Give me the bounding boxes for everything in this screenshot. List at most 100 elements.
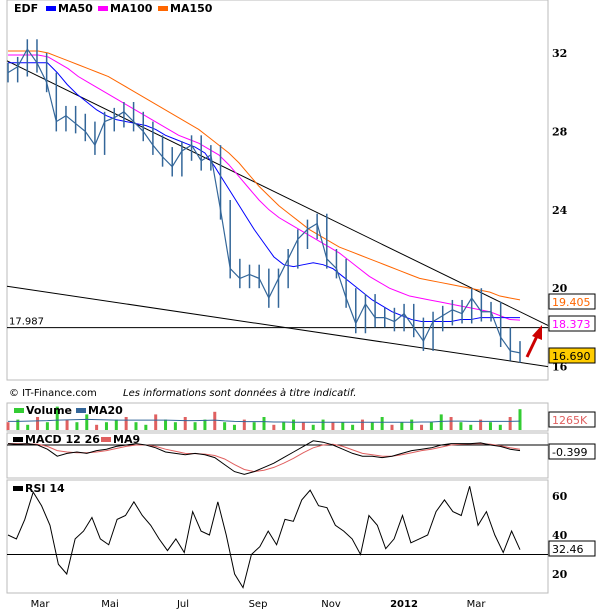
volume-bar [449, 417, 453, 430]
macd-signal-line [8, 443, 521, 473]
volume-bar [488, 422, 492, 430]
x-tick-label: Mai [101, 599, 119, 610]
volume-bar [341, 422, 345, 430]
volume-bar [351, 424, 355, 430]
x-tick-label: Mar [31, 599, 51, 610]
price-tick-label: 16 [552, 361, 568, 374]
volume-bar [518, 409, 522, 430]
rsi-value-box [548, 540, 596, 557]
volume-bar [420, 424, 424, 430]
rsi-value: 32.46 [552, 543, 584, 556]
ma150-value: 19.405 [552, 296, 591, 309]
x-tick-label: Mar [467, 599, 487, 610]
volume-bar [292, 419, 296, 430]
legend-swatch [158, 6, 168, 11]
volume-bar [85, 414, 89, 430]
legend-swatch [101, 437, 111, 442]
volume-bar [252, 422, 256, 430]
volume-bar [410, 419, 414, 430]
legend-swatch [46, 6, 56, 11]
volume-bar [301, 422, 305, 430]
volume-bar [6, 422, 10, 430]
ma150-value-box [548, 293, 596, 310]
price-tick-label: 20 [552, 282, 568, 295]
volume-bar [370, 422, 374, 430]
volume-bar [459, 422, 463, 430]
arrow-head-icon [532, 325, 542, 340]
macd-value-box [548, 443, 596, 460]
legend-macd: MACD 12 26 [25, 433, 100, 446]
macd-panel [6, 432, 549, 479]
price-tick-label: 32 [552, 47, 567, 60]
volume-bar [65, 419, 69, 430]
volume-bar [380, 417, 384, 430]
x-tick-label: Jul [176, 599, 189, 610]
volume-bar [164, 419, 168, 430]
close-value-box [548, 347, 596, 364]
volume-bar [232, 424, 236, 430]
volume-bar [193, 422, 197, 430]
legend-swatch [76, 408, 86, 413]
x-tick-label: Sep [249, 599, 268, 610]
volume-bar [45, 422, 49, 430]
ma100-value: 18.373 [552, 318, 591, 331]
legend-edf: EDF [14, 2, 38, 15]
volume-bar [469, 424, 473, 430]
ma100-line [8, 54, 521, 321]
arrow-icon [525, 333, 540, 358]
rsi-tick-label: 40 [552, 529, 568, 542]
legend-volume: Volume [26, 404, 72, 417]
volume-bar [223, 422, 227, 430]
price-line [7, 47, 521, 354]
volume-bar [203, 419, 207, 430]
price-panel [6, 0, 549, 381]
volume-bar [479, 419, 483, 430]
x-tick-label: Nov [321, 599, 341, 610]
volume-bar [400, 422, 404, 430]
volume-bar [134, 422, 138, 430]
footer-disclaimer: Les informations sont données à titre in… [123, 388, 357, 399]
volume-bar [282, 422, 286, 430]
volume-bar [242, 419, 246, 430]
volume-bar [173, 422, 177, 430]
volume-value-box [548, 411, 596, 428]
volume-bar [144, 424, 148, 430]
volume-ma20-line [8, 418, 521, 423]
rsi-tick-label: 60 [552, 490, 568, 503]
volume-bar [360, 419, 364, 430]
legend-ma50: MA50 [58, 2, 93, 15]
volume-bar [390, 424, 394, 430]
footer-copyright: © IT-Finance.com [9, 388, 97, 399]
legend-ma100: MA100 [110, 2, 153, 15]
volume-bar [429, 422, 433, 430]
volume-bar [272, 424, 276, 430]
volume-bar [213, 411, 217, 430]
legend-ma20: MA20 [88, 404, 123, 417]
legend-swatch [98, 6, 108, 11]
volume-bar [331, 422, 335, 430]
ma150-line [8, 50, 521, 301]
price-tick-label: 24 [552, 204, 568, 217]
price-tick-label: 28 [552, 125, 568, 138]
support-label: 17.987 [9, 317, 44, 328]
rsi-panel [6, 479, 549, 594]
ma50-line [8, 62, 520, 323]
volume-bar [36, 417, 40, 430]
volume-bar [498, 424, 502, 430]
rsi-tick-label: 20 [552, 568, 568, 581]
volume-bar [104, 422, 108, 430]
macd-value: -0.399 [552, 446, 587, 459]
legend-swatch [13, 437, 23, 442]
volume-bar [311, 424, 315, 430]
volume-value: 1265K [552, 414, 588, 427]
volume-bar [95, 424, 99, 430]
volume-bar [154, 414, 158, 430]
legend-swatch [13, 486, 23, 491]
volume-bar [26, 424, 30, 430]
rsi-line [7, 486, 521, 589]
trendline-upper [6, 60, 549, 326]
trendline-lower [6, 285, 549, 368]
volume-bar [508, 417, 512, 430]
